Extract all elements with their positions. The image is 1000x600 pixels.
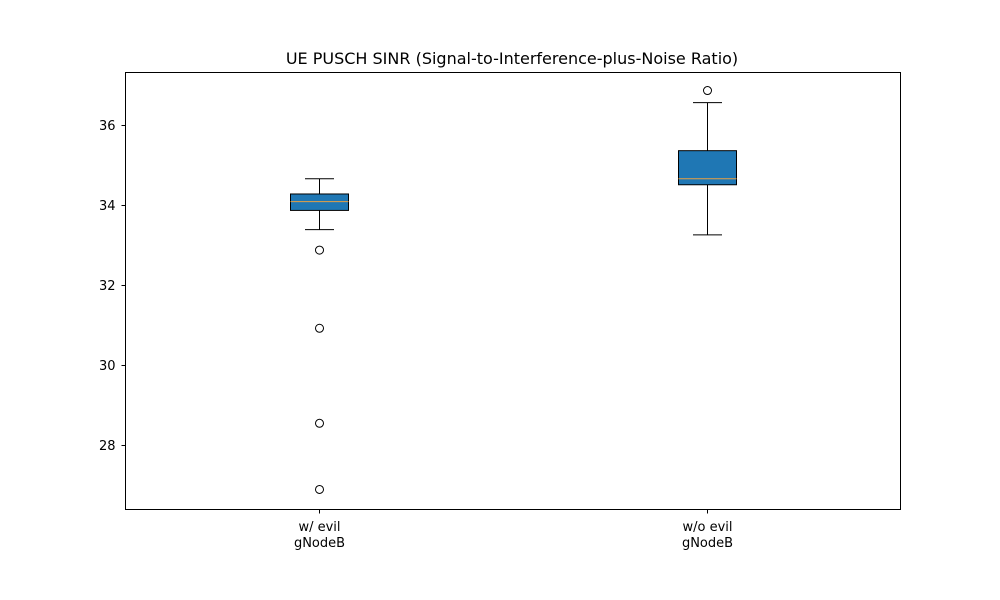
outlier-point: [703, 86, 712, 96]
x-tick-label-line2: gNodeB: [294, 536, 345, 551]
box-iqr: [290, 193, 349, 211]
box-iqr: [678, 150, 737, 186]
box-group: [678, 86, 737, 236]
box-group: [290, 178, 349, 494]
y-tick-label: 30: [99, 359, 116, 374]
plot-frame: [125, 72, 901, 510]
outlier-point: [315, 418, 324, 428]
y-tick-label: 32: [99, 279, 116, 294]
y-tick-label: 34: [99, 199, 116, 214]
boxes-layer: [290, 86, 737, 494]
y-tick-label: 28: [99, 439, 116, 454]
x-tick-label-line1: w/o evil: [682, 520, 732, 535]
x-tick-label-line1: w/ evil: [298, 520, 340, 535]
outlier-point: [315, 323, 324, 333]
y-tick-label: 36: [99, 119, 116, 134]
x-tick-label-line2: gNodeB: [682, 536, 733, 551]
outlier-point: [315, 245, 324, 255]
outlier-point: [315, 484, 324, 494]
chart-title: UE PUSCH SINR (Signal-to-Interference-pl…: [286, 49, 738, 68]
